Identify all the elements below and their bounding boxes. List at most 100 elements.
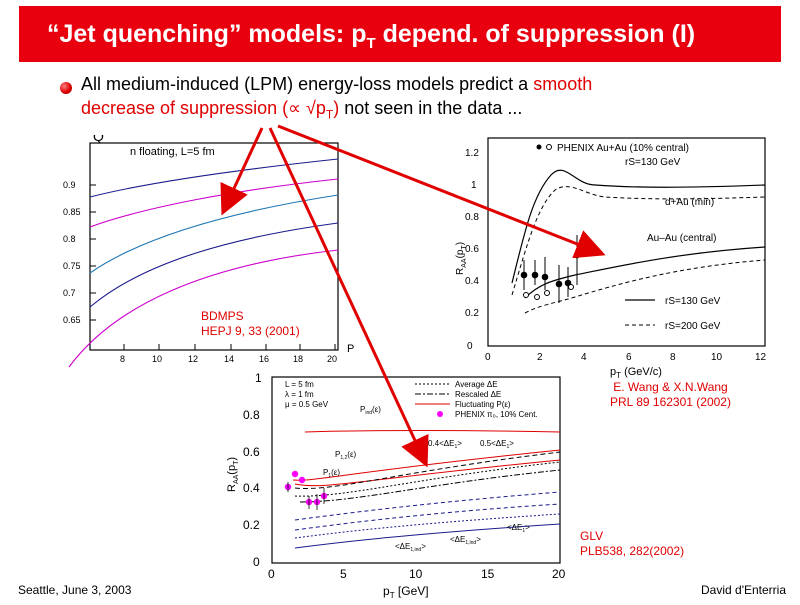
- bdmps-header-text: n floating, L=5 fm: [130, 146, 215, 158]
- glv-x-tick: 0: [268, 567, 275, 581]
- wang-legend-auau: Au–Au (central): [647, 233, 716, 244]
- arrow-to-glv: [268, 127, 429, 468]
- wang-x-tick: 6: [626, 352, 632, 363]
- footer-right: David d'Enterria: [701, 583, 786, 597]
- glv-legend-avg: Average ΔE: [455, 380, 498, 389]
- glv-blue-curve-4: [294, 523, 561, 549]
- glv-label-p-total: P1(ε): [323, 468, 340, 479]
- wang-y-tick: 0.8: [465, 212, 479, 223]
- bdmps-x-tick: 20: [327, 354, 337, 364]
- bdmps-x-ticks: 8 10 12 14 16 18 20: [120, 354, 337, 364]
- glv-blue-curve-1: [294, 491, 561, 521]
- wang-x-tick: 4: [581, 352, 587, 363]
- wang-x-ticks: 0 2 4 6 8 10 12: [485, 352, 767, 363]
- wang-x-axis-label: pT (GeV/c): [610, 366, 662, 380]
- glv-y-tick: 0.2: [243, 518, 260, 532]
- wang-legend-dau: d+Au (min): [665, 197, 714, 208]
- glv-ref-label: GLV PLB538, 282(2002): [580, 529, 685, 558]
- glv-legend-fluct: Fluctuating P(ε): [455, 400, 511, 409]
- bdmps-curve-3: [89, 194, 339, 274]
- wang-x-tick: 10: [711, 352, 723, 363]
- wang-ref-label: E. Wang & X.N.Wang PRL 89 162301 (2002): [610, 380, 731, 409]
- bullet-text-line2: decrease of suppression (∝ √pT) not seen…: [81, 98, 523, 122]
- bdmps-x-tick: 18: [293, 354, 303, 364]
- glv-legend-phenix: PHENIX π₀, 10% Cent.: [455, 410, 538, 419]
- glv-y-ticks: 0 0.2 0.4 0.6 0.8 1: [243, 371, 262, 569]
- glv-legend: L = 5 fm λ = 1 fm μ = 0.5 GeV Average ΔE…: [285, 380, 538, 419]
- wang-x-tick: 0: [485, 352, 491, 363]
- wang-y-tick: 0: [467, 341, 473, 352]
- glv-legend-L: L = 5 fm: [285, 380, 314, 389]
- wang-y-tick: 0.6: [465, 244, 479, 255]
- glv-label-de-mid: <ΔE1,ind>: [450, 535, 481, 546]
- glv-data-points: [284, 470, 328, 510]
- bdmps-plot-svg: Q n floating, L=5 fm 0.9 0.85 0.8 0.75 0…: [63, 128, 354, 368]
- glv-x-tick: 15: [481, 567, 495, 581]
- bdmps-curve-2: [89, 178, 339, 228]
- wang-legend-solid: rS=130 GeV: [665, 296, 721, 307]
- glv-label-de-low: <ΔE1,ind>: [395, 542, 426, 553]
- wang-dau-solid: [511, 169, 766, 284]
- glv-plot-svg: 0 0.2 0.4 0.6 0.8 1 0 5 10 15 20 pT [GeV…: [226, 371, 566, 600]
- wang-x-tick: 12: [755, 352, 767, 363]
- glv-x-ticks: 0 5 10 15 20: [268, 567, 566, 581]
- bdmps-y-tick: 0.75: [63, 261, 81, 271]
- wang-plot-svg: 0 0.2 0.4 0.6 0.8 1 1.2 0 2 4 6 8 10 12 …: [455, 137, 767, 380]
- bdmps-ref-label: BDMPS HEPJ 9, 33 (2001): [201, 309, 300, 338]
- glv-legend-lambda: λ = 1 fm: [285, 390, 314, 399]
- wang-dau-dashed: [511, 186, 766, 296]
- glv-x-tick: 20: [552, 567, 566, 581]
- bdmps-x-axis-label: P: [347, 343, 354, 355]
- wang-auau-solid: [524, 246, 766, 299]
- glv-legend-mu: μ = 0.5 GeV: [285, 400, 329, 409]
- bdmps-curve-4: [89, 222, 339, 308]
- wang-y-ticks: 0 0.2 0.4 0.6 0.8 1 1.2: [465, 148, 479, 352]
- arrow-to-bdmps: [220, 127, 264, 216]
- glv-label-de: <ΔE1>: [507, 523, 530, 534]
- bdmps-y-tick: 0.85: [63, 207, 81, 217]
- wang-plot: 0 0.2 0.4 0.6 0.8 1 1.2 0 2 4 6 8 10 12 …: [455, 135, 775, 409]
- glv-black-curve-2: [294, 461, 561, 497]
- wang-legend-phenix: PHENIX Au+Au (10% central): [557, 143, 689, 154]
- bdmps-axis-symbol: Q: [93, 135, 104, 144]
- bdmps-x-tick: 8: [120, 354, 125, 364]
- glv-y-tick: 0.6: [243, 445, 260, 459]
- bdmps-plot: Q n floating, L=5 fm 0.9 0.85 0.8 0.75 0…: [55, 128, 360, 370]
- footer-left: Seattle, June 3, 2003: [18, 583, 132, 597]
- glv-label-p-ind: Pind(ε): [360, 405, 381, 416]
- glv-y-tick: 0.8: [243, 408, 260, 422]
- glv-y-tick: 0: [253, 555, 260, 569]
- bdmps-curve-1: [89, 158, 339, 198]
- wang-y-tick: 0.4: [465, 276, 479, 287]
- glv-red-curve-top: [304, 430, 561, 433]
- slide-title: “Jet quenching” models: pT depend. of su…: [47, 20, 696, 52]
- glv-label-05: 0.5<ΔE1>: [480, 439, 514, 450]
- glv-annotations: Pind(ε) P1,2(ε) P1(ε) 0.4<ΔE1> 0.5<ΔE1> …: [323, 405, 530, 553]
- bullet-text-line1: All medium-induced (LPM) energy-loss mod…: [81, 74, 593, 94]
- wang-y-tick: 1.2: [465, 148, 479, 159]
- bdmps-y-tick: 0.8: [63, 234, 76, 244]
- bdmps-y-ticks: 0.9 0.85 0.8 0.75 0.7 0.65: [63, 180, 81, 325]
- title-bar: “Jet quenching” models: pT depend. of su…: [19, 6, 781, 62]
- wang-x-tick: 8: [670, 352, 676, 363]
- bullet-icon: [60, 82, 72, 94]
- bdmps-curve-5: [68, 249, 339, 368]
- wang-auau-dashed: [524, 259, 766, 314]
- glv-label-04: 0.4<ΔE1>: [428, 439, 462, 450]
- glv-black-curve-3: [299, 469, 561, 503]
- wang-y-tick: 1: [471, 180, 477, 191]
- glv-y-axis-label: RAA(pT): [226, 457, 240, 492]
- wang-legend-marker: [536, 144, 542, 150]
- glv-x-tick: 5: [340, 567, 347, 581]
- wang-legend-marker-open: [546, 144, 552, 150]
- wang-y-axis-label: RAA(pT): [455, 242, 468, 275]
- bdmps-y-tick: 0.7: [63, 288, 76, 298]
- bdmps-x-tick: 12: [188, 354, 198, 364]
- glv-x-axis-label: pT [GeV]: [383, 584, 429, 600]
- glv-label-p-1: P1,2(ε): [335, 450, 357, 461]
- wang-legend-dashed: rS=200 GeV: [665, 321, 721, 332]
- bdmps-y-tick: 0.65: [63, 315, 81, 325]
- wang-y-tick: 0.2: [465, 308, 479, 319]
- glv-black-curve-1: [294, 451, 561, 489]
